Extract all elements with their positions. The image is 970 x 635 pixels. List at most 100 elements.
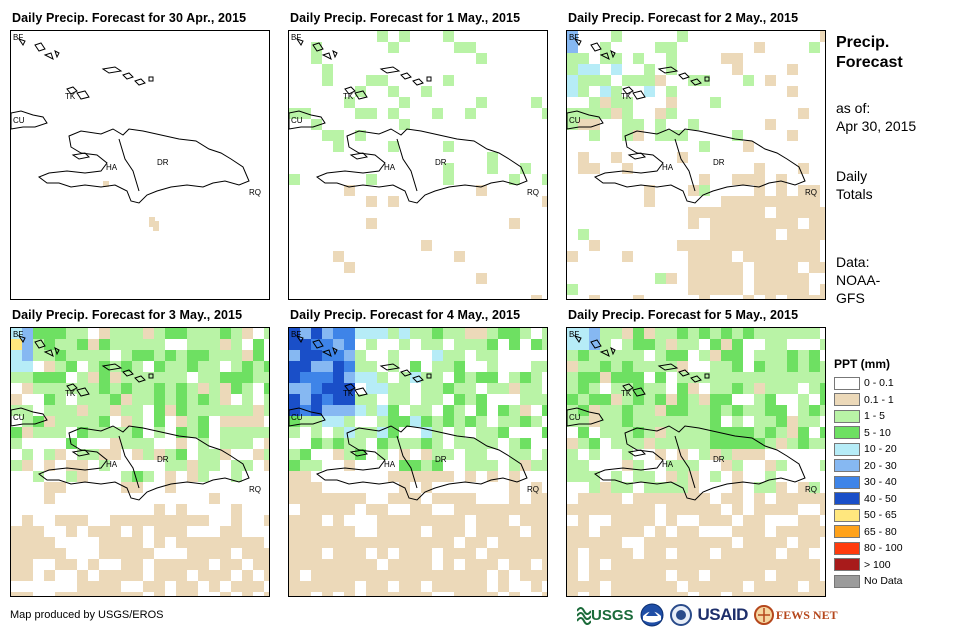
precip-cell: [99, 339, 110, 350]
precip-cell: [311, 53, 322, 64]
precip-cell: [688, 416, 699, 427]
precip-cell: [578, 460, 589, 471]
precip-cell: [110, 361, 121, 372]
precip-cell: [765, 383, 776, 394]
precip-cell: [509, 174, 520, 185]
precip-cell: [633, 570, 644, 581]
precip-cell: [55, 449, 66, 460]
precip-cell: [498, 537, 509, 548]
precip-cell: [220, 592, 231, 596]
precip-cell: [377, 31, 388, 42]
legend-swatch: [834, 376, 860, 390]
precip-cell: [300, 515, 311, 526]
precip-cell: [655, 548, 666, 559]
precip-cell: [567, 537, 578, 548]
precip-cell: [476, 592, 487, 596]
legend-swatch: [834, 426, 860, 440]
map-label-rq: RQ: [249, 188, 261, 197]
precip-cell: [33, 416, 44, 427]
turks-caicos-island: [704, 373, 710, 379]
precip-cell: [798, 592, 809, 596]
precip-cell: [333, 493, 344, 504]
precip-cell: [677, 570, 688, 581]
precip-cell: [432, 416, 443, 427]
legend-swatch: [834, 409, 860, 423]
precip-cell: [421, 394, 432, 405]
precip-cell: [333, 405, 344, 416]
precip-cell: [388, 559, 399, 570]
precip-cell: [798, 108, 809, 119]
precip-cell: [242, 361, 253, 372]
precip-cell: [421, 504, 432, 515]
precip-cell: [300, 449, 311, 460]
precip-cell: [611, 361, 622, 372]
precip-cell: [787, 504, 798, 515]
precip-cell: [578, 394, 589, 405]
bahamas-island: [610, 50, 616, 59]
precip-cell: [567, 284, 578, 295]
precip-cell: [22, 328, 33, 339]
precip-cell: [644, 339, 655, 350]
coastlines: [289, 335, 528, 501]
precip-cell: [699, 174, 710, 185]
precip-cell: [754, 251, 765, 262]
precip-cell: [253, 559, 264, 570]
precip-cell: [765, 581, 776, 592]
bahamas-island: [332, 50, 338, 59]
precip-cell: [721, 350, 732, 361]
precip-cell: [355, 559, 366, 570]
precip-cell: [388, 515, 399, 526]
precip-cell: [754, 427, 765, 438]
precip-cell: [66, 361, 77, 372]
precip-cell: [710, 416, 721, 427]
legend-label: 50 - 65: [864, 509, 897, 522]
precip-cell: [754, 493, 765, 504]
precip-cell: [33, 526, 44, 537]
map-credit: Map produced by USGS/EROS: [10, 609, 164, 621]
precip-cell: [11, 537, 22, 548]
precip-cell: [121, 427, 132, 438]
precip-cell: [143, 438, 154, 449]
precip-cell: [443, 163, 454, 174]
precip-cell: [33, 350, 44, 361]
precip-cell: [787, 372, 798, 383]
precip-cell: [589, 240, 600, 251]
turks-caicos-island: [148, 76, 154, 82]
precip-cell: [710, 592, 721, 596]
precip-cell: [300, 339, 311, 350]
forecast-map-3: BF TK CU HA DR RQ: [566, 30, 826, 300]
panel-title-6: Daily Precip. Forecast for 5 May., 2015: [568, 308, 799, 322]
precip-cell: [264, 394, 269, 405]
precip-cell: [611, 438, 622, 449]
precip-cell: [743, 141, 754, 152]
precip-cell: [476, 515, 487, 526]
precip-cell: [710, 284, 721, 295]
map-label-tk: TK: [621, 92, 632, 101]
precip-cell: [633, 130, 644, 141]
bahamas-island: [295, 38, 304, 46]
precip-cell: [732, 383, 743, 394]
precip-cell: [454, 526, 465, 537]
precip-cell: [776, 427, 787, 438]
precip-cell: [187, 350, 198, 361]
precip-cell: [666, 504, 677, 515]
precip-cell: [264, 515, 269, 526]
precip-cell: [231, 383, 242, 394]
legend-item: 40 - 50: [834, 491, 903, 508]
precip-cell: [754, 416, 765, 427]
precip-cell: [677, 537, 688, 548]
precip-cell: [410, 537, 421, 548]
precip-cell: [688, 427, 699, 438]
legend-item: 10 - 20: [834, 441, 903, 458]
precip-cell: [143, 548, 154, 559]
precip-cell: [509, 471, 520, 482]
precip-cell: [421, 416, 432, 427]
precip-cell: [754, 438, 765, 449]
precip-cell: [487, 163, 498, 174]
precip-cell: [732, 53, 743, 64]
data-source-line3: GFS: [836, 290, 865, 306]
precip-cell: [644, 405, 655, 416]
precip-cell: [622, 449, 633, 460]
precip-cell: [820, 295, 825, 299]
precip-cell: [754, 328, 765, 339]
